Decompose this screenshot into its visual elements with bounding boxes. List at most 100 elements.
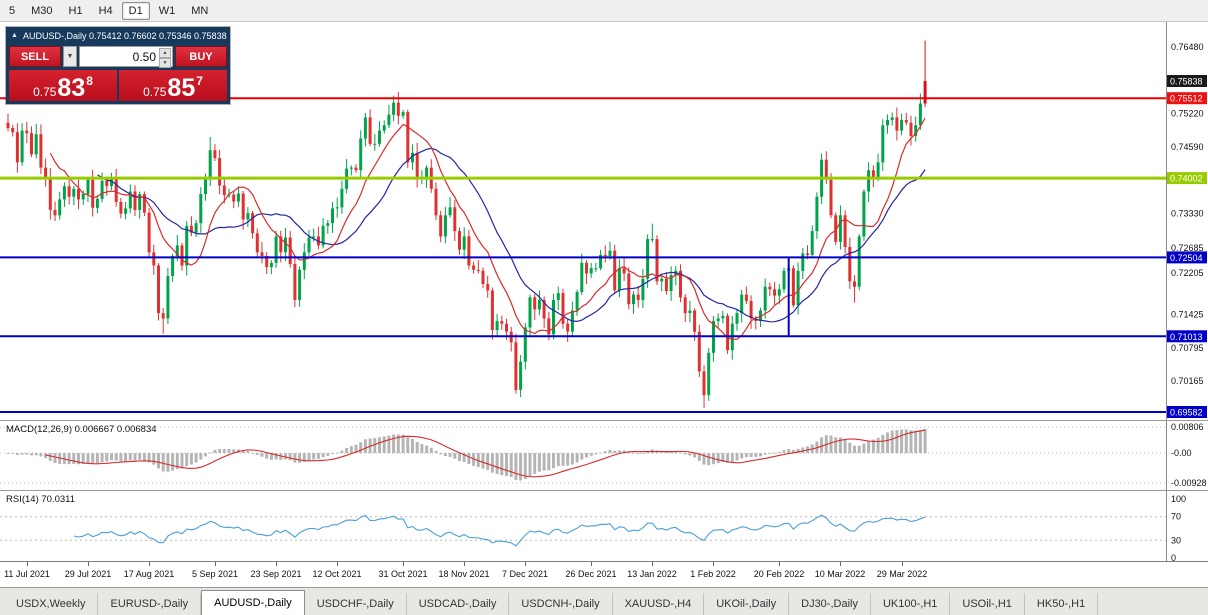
timeframe-button-h1[interactable]: H1 <box>62 2 90 20</box>
candle-body <box>354 167 358 171</box>
date-label-31-oct-2021: 31 Oct 2021 <box>378 569 428 579</box>
macd-histogram-bar <box>862 443 866 454</box>
pane-separators[interactable] <box>0 22 1208 561</box>
horizontal-lines-layer[interactable] <box>0 97 1166 413</box>
sell-price-display[interactable]: 0.75 83 8 <box>9 70 117 101</box>
candle-body <box>331 208 334 224</box>
chart-tab-usdx-weekly[interactable]: USDX,Weekly <box>4 593 99 615</box>
candle-body <box>340 188 344 208</box>
candle-body <box>871 170 875 179</box>
macd-histogram-bar <box>171 453 175 471</box>
chart-tab-hk50-h1[interactable]: HK50-,H1 <box>1025 593 1099 615</box>
candle-body <box>514 342 518 390</box>
timeframe-button-mn[interactable]: MN <box>184 2 215 20</box>
macd-histogram-bar <box>900 429 904 454</box>
candle-body <box>791 268 795 306</box>
chart-tab-dj30-daily[interactable]: DJ30-,Daily <box>789 593 871 615</box>
chart-tab-usdcnh-daily[interactable]: USDCNH-,Daily <box>509 593 613 615</box>
macd-histogram-bar <box>185 453 189 467</box>
candle-body <box>481 270 485 284</box>
date-tick-mark <box>149 562 150 566</box>
candle-body <box>815 196 819 232</box>
macd-histogram-bar <box>476 453 480 468</box>
trade-panel-header[interactable]: ▲ AUDUSD-,Daily 0.75412 0.76602 0.75346 … <box>6 27 230 44</box>
candle-body <box>194 223 198 233</box>
macd-histogram-bar <box>392 434 396 454</box>
candle-body <box>411 152 414 163</box>
macd-histogram-bar <box>255 453 259 455</box>
macd-histogram-bar <box>796 449 800 454</box>
candle-body <box>95 198 99 208</box>
date-tick-mark <box>88 562 89 566</box>
macd-histogram-bar <box>622 450 626 454</box>
macd-histogram-bar <box>688 453 692 456</box>
candle-body <box>81 194 85 200</box>
macd-histogram-bar <box>580 453 584 460</box>
candle-body <box>599 255 603 269</box>
buy-button[interactable]: BUY <box>175 46 227 67</box>
chart-tab-usdcad-daily[interactable]: USDCAD-,Daily <box>407 593 510 615</box>
candle-body <box>603 255 607 257</box>
candle-body <box>697 331 701 372</box>
macd-histogram-bar <box>439 453 443 455</box>
macd-histogram-bar <box>232 449 236 454</box>
price-axis[interactable]: 0.76480 0.75220 0.74590 0.73330 0.72685 0.722… <box>1167 42 1207 561</box>
candle-body <box>208 150 212 179</box>
candle-body <box>895 117 899 131</box>
candle-body <box>782 270 786 290</box>
chart-region[interactable]: 0.76480 0.75220 0.74590 0.73330 0.72685 0.722… <box>0 22 1208 561</box>
candle-body <box>552 299 555 335</box>
candle-body <box>566 323 570 332</box>
chart-tab-audusd-daily[interactable]: AUDUSD-,Daily <box>201 590 305 615</box>
macd-histogram-bar <box>721 453 725 462</box>
volume-stepper[interactable]: ▲ ▼ <box>159 48 171 68</box>
timeframe-button-d1[interactable]: D1 <box>121 1 150 20</box>
candle-body <box>58 199 62 216</box>
chart-tab-ukoil-daily[interactable]: UKOil-,Daily <box>704 593 790 615</box>
price-tag-label: 0.69582 <box>1170 408 1203 418</box>
macd-histogram-bar <box>133 453 137 461</box>
date-axis[interactable]: 11 Jul 2021 29 Jul 2021 17 Aug 2021 5 Sep 2… <box>0 561 1208 587</box>
macd-histogram-bar <box>218 449 222 453</box>
macd-histogram-bar <box>834 437 838 454</box>
candle-body <box>561 293 565 324</box>
volume-dropdown-button[interactable]: ▼ <box>63 46 77 67</box>
candle-body <box>114 178 118 202</box>
buy-price-display[interactable]: 0.75 85 7 <box>119 70 227 101</box>
candle-body <box>406 112 410 163</box>
macd-histogram-bar <box>716 453 720 464</box>
candle-body <box>157 265 160 314</box>
chart-tab-usdchf-daily[interactable]: USDCHF-,Daily <box>305 593 407 615</box>
chart-tab-xauusd-h4[interactable]: XAUUSD-,H4 <box>613 593 705 615</box>
price-tag <box>1167 92 1207 105</box>
timeframe-button-h4[interactable]: H4 <box>92 2 120 20</box>
macd-histogram-bar <box>505 453 508 477</box>
candle-body <box>740 294 744 314</box>
candle-body <box>6 122 10 128</box>
macd-histogram-bar <box>152 453 156 465</box>
timeframe-button-5[interactable]: 5 <box>2 2 22 20</box>
volume-decrement-icon[interactable]: ▼ <box>159 58 171 68</box>
macd-histogram-bar <box>30 453 33 456</box>
timeframe-button-w1[interactable]: W1 <box>152 2 183 20</box>
macd-histogram-bar <box>420 444 424 454</box>
chart-tab-usoil-h1[interactable]: USOil-,H1 <box>950 593 1025 615</box>
collapse-caret-icon[interactable]: ▲ <box>11 32 18 39</box>
chart-tab-eurusd-daily[interactable]: EURUSD-,Daily <box>98 593 202 615</box>
price-tick-label: 0.72205 <box>1171 268 1204 278</box>
macd-histogram-bar <box>86 453 90 463</box>
volume-increment-icon[interactable]: ▲ <box>159 48 171 58</box>
macd-histogram-bar <box>500 453 504 476</box>
date-label-26-dec-2021: 26 Dec 2021 <box>565 569 617 579</box>
volume-input[interactable]: 0.50 ▲ ▼ <box>79 46 173 68</box>
sell-button[interactable]: SELL <box>9 46 61 67</box>
candle-body <box>274 236 278 263</box>
date-tick-mark <box>652 562 653 566</box>
chart-tab-uk100-h1[interactable]: UK100-,H1 <box>871 593 951 615</box>
chart-ohlc-title: AUDUSD-,Daily 0.75412 0.76602 0.75346 0.… <box>22 30 227 41</box>
timeframe-button-m30[interactable]: M30 <box>24 2 59 20</box>
price-chart-canvas[interactable]: 0.76480 0.75220 0.74590 0.73330 0.72685 0.722… <box>0 22 1208 561</box>
macd-histogram-bar <box>208 452 212 454</box>
candle-body <box>321 225 325 246</box>
buy-price-prefix: 0.75 <box>143 84 167 99</box>
